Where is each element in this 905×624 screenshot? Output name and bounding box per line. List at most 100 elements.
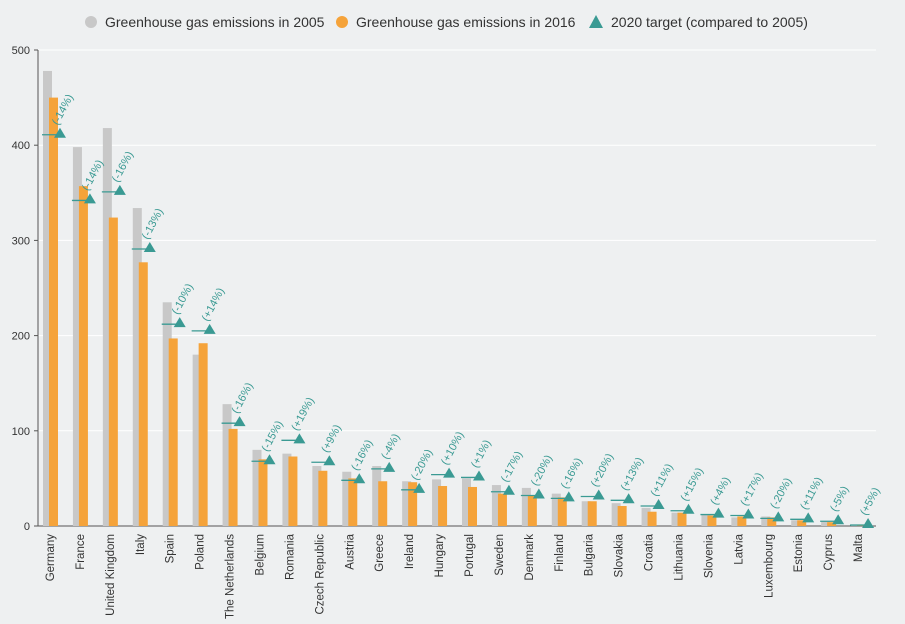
target-change-label: (-20%) xyxy=(768,476,794,511)
bar-2016 xyxy=(468,486,477,526)
target-marker xyxy=(173,317,186,328)
y-tick-label: 500 xyxy=(12,45,30,57)
bar-2016 xyxy=(647,511,657,526)
bar-2005 xyxy=(521,487,531,526)
target-change-label: (+15%) xyxy=(679,466,706,503)
target-marker xyxy=(832,514,845,525)
target-marker xyxy=(203,323,216,334)
bar-2005 xyxy=(282,453,292,526)
bar-2016 xyxy=(677,512,687,526)
target-marker xyxy=(143,241,156,252)
category-label: Italy xyxy=(135,534,147,555)
category-label: Germany xyxy=(45,534,57,582)
target-change-label: (+20%) xyxy=(589,452,616,489)
bars xyxy=(43,70,867,527)
target-marker xyxy=(712,507,725,518)
bar-2016 xyxy=(707,515,717,526)
legend-marker-2016 xyxy=(336,16,348,28)
category-label: Sweden xyxy=(494,534,506,576)
target-change-label: (+4%) xyxy=(708,475,733,507)
bar-2016 xyxy=(138,262,148,526)
target-change-label: (-5%) xyxy=(828,484,851,513)
target-change-label: (-14%) xyxy=(80,158,106,193)
target-change-label: (-16%) xyxy=(110,149,136,184)
target-change-label: (+19%) xyxy=(289,396,316,433)
category-label: Bulgaria xyxy=(584,533,596,576)
category-label: Denmark xyxy=(524,534,536,581)
bar-2016 xyxy=(78,186,88,527)
target-change-label: (-13%) xyxy=(140,207,166,242)
y-tick-label: 400 xyxy=(12,140,30,152)
bar-2016 xyxy=(737,516,747,526)
bar-2016 xyxy=(527,495,537,526)
target-marker xyxy=(54,127,66,138)
target-change-label: (-4%) xyxy=(379,432,402,461)
category-label: Lithuania xyxy=(674,533,686,580)
target-marker xyxy=(83,193,96,204)
target-marker xyxy=(532,488,545,499)
bar-2005 xyxy=(462,478,471,526)
bar-2005 xyxy=(222,404,232,526)
category-label: The Netherlands xyxy=(225,534,237,619)
target-marker xyxy=(353,473,366,484)
bar-2016 xyxy=(168,338,178,526)
bar-2005 xyxy=(701,514,711,526)
category-label: Spain xyxy=(165,534,177,563)
category-label: Belgium xyxy=(255,534,267,576)
category-label: Ireland xyxy=(404,534,416,569)
bar-2016 xyxy=(557,497,567,526)
target-marker xyxy=(113,184,126,195)
bar-2005 xyxy=(791,520,801,526)
y-tick-label: 300 xyxy=(12,235,30,247)
target-marker xyxy=(413,482,426,493)
gridlines xyxy=(38,49,876,432)
target-marker xyxy=(652,499,665,510)
category-label: Greece xyxy=(374,534,386,572)
bar-2005 xyxy=(102,128,112,526)
bar-2005 xyxy=(372,466,382,526)
legend-item-2016: Greenhouse gas emissions in 2016 xyxy=(336,14,576,30)
bar-2005 xyxy=(43,70,52,526)
category-label: Finland xyxy=(554,534,566,572)
bar-2005 xyxy=(312,466,322,526)
target-change-label: (+10%) xyxy=(439,430,466,467)
category-label: Austria xyxy=(344,533,356,569)
bar-2005 xyxy=(342,471,352,526)
target-marker xyxy=(802,512,815,523)
target-change-label: (+14%) xyxy=(200,286,227,323)
target-change-label: (+9%) xyxy=(319,423,344,455)
target-change-label: (+17%) xyxy=(738,471,765,508)
bar-2016 xyxy=(827,522,837,526)
bar-2016 xyxy=(348,478,358,526)
y-tick-label: 0 xyxy=(24,521,30,533)
bar-2016 xyxy=(587,501,597,526)
bar-2005 xyxy=(252,449,262,526)
target-change-label: (-15%) xyxy=(260,419,286,454)
bar-2005 xyxy=(162,302,172,526)
category-label: Slovakia xyxy=(614,533,626,577)
bar-2016 xyxy=(497,493,507,526)
target-change-label: (+1%) xyxy=(469,438,494,470)
bar-2005 xyxy=(581,501,591,526)
category-label: Portugal xyxy=(464,534,476,577)
legend-label-target: 2020 target (compared to 2005) xyxy=(611,14,808,30)
bar-2005 xyxy=(731,517,741,526)
bar-2016 xyxy=(408,482,418,526)
category-label: Slovenia xyxy=(703,533,715,578)
target-change-label: (-20%) xyxy=(409,447,435,482)
target-change-label: (-16%) xyxy=(349,438,375,473)
target-marker xyxy=(502,484,515,495)
target-change-label: (-20%) xyxy=(529,453,555,488)
legend-label-2016: Greenhouse gas emissions in 2016 xyxy=(356,14,576,30)
target-marker xyxy=(383,461,396,472)
bar-2016 xyxy=(49,97,58,526)
category-label: Latvia xyxy=(733,533,745,564)
bar-2005 xyxy=(402,481,412,526)
legend-item-target: 2020 target (compared to 2005) xyxy=(589,14,808,30)
bar-2005 xyxy=(72,147,82,526)
category-label: Estonia xyxy=(793,533,805,572)
bar-2016 xyxy=(767,517,777,526)
category-label: Malta xyxy=(853,533,865,562)
bar-2016 xyxy=(288,456,298,526)
category-label: Luxembourg xyxy=(763,534,775,598)
